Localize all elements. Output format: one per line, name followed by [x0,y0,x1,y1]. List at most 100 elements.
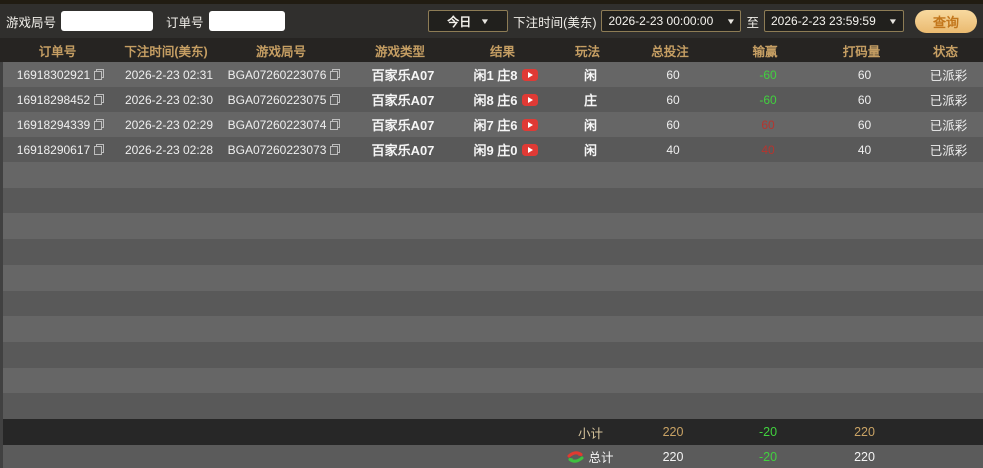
win-loss-cell: 60 [761,117,775,132]
total-label: 总计 [588,451,614,465]
end-time-select[interactable]: 2026-2-23 23:59:59 ▼ [764,10,904,32]
empty-row [3,393,983,420]
bet-time-cell: 2026-2-23 02:30 [124,92,214,107]
table-body: 16918302921 2026-2-23 02:31 BGA07260223076… [0,62,983,468]
result-cell: 闲1 庄8 [458,62,553,87]
copy-icon[interactable] [330,69,341,80]
subtotal-turnover: 220 [854,425,875,439]
subtotal-row: 小计 220 -20 220 [3,419,983,445]
chevron-down-icon: ▼ [480,16,491,26]
win-loss-cell: -60 [759,92,777,107]
result-value: 闲7 庄6 [473,118,518,133]
empty-row [3,367,983,394]
round-no-value: BGA07260223076 [227,67,327,82]
empty-row [3,264,983,291]
order-no-value: 16918294339 [16,117,91,132]
total-bet-cell: 40 [666,142,680,157]
data-rows: 16918302921 2026-2-23 02:31 BGA07260223076… [3,62,983,162]
play-cell: 闲 [583,118,597,133]
col-header-status: 状态 [932,44,958,59]
copy-icon[interactable] [94,119,105,130]
order-no-value: 16918298452 [16,92,91,107]
table-header: 订单号 下注时间(美东) 游戏局号 游戏类型 结果 玩法 总投注 输赢 打码量 … [0,38,983,62]
order-no-cell: 16918302921 [3,62,118,87]
top-edge-strip [0,0,983,4]
col-header-win-loss: 输赢 [752,44,778,59]
bet-time-cell: 2026-2-23 02:29 [124,117,214,132]
table-row: 16918290617 2026-2-23 02:28 BGA07260223073… [3,137,983,162]
query-button[interactable]: 查询 [915,9,977,33]
order-no-input[interactable] [208,11,285,31]
play-cell: 闲 [583,68,597,83]
col-header-bet-time: 下注时间(美东) [124,44,208,59]
turnover-cell: 60 [857,92,872,107]
total-total-bet: 220 [662,449,684,464]
order-no-value: 16918290617 [16,142,91,157]
subtotal-win-loss: -20 [758,425,778,439]
game-round-label: 游戏局号 [6,15,57,30]
copy-icon[interactable] [330,94,341,105]
play-icon[interactable] [521,118,538,131]
copy-icon[interactable] [94,144,105,155]
order-no-value: 16918302921 [16,67,91,82]
empty-row [3,290,983,317]
copy-icon[interactable] [94,69,105,80]
round-no-value: BGA07260223073 [227,142,327,157]
play-icon[interactable] [521,93,538,106]
game-round-input[interactable] [61,11,154,31]
start-time-select[interactable]: 2026-2-23 00:00:00 ▼ [601,10,742,32]
round-no-cell: BGA07260223074 [220,112,348,137]
bet-time-cell: 2026-2-23 02:28 [124,142,214,157]
table-row: 16918302921 2026-2-23 02:31 BGA07260223076… [3,62,983,87]
win-loss-cell: 40 [761,142,775,157]
copy-icon[interactable] [94,94,105,105]
bet-time-label: 下注时间(美东) [513,15,597,30]
status-cell: 已派彩 [929,119,968,133]
order-no-cell: 16918290617 [3,137,118,162]
to-label: 至 [746,15,759,30]
game-type-cell: 百家乐A07 [371,143,435,158]
empty-row [3,239,983,265]
round-no-cell: BGA07260223076 [220,62,348,87]
game-type-cell: 百家乐A07 [371,118,435,133]
total-bet-cell: 60 [666,92,680,107]
play-icon[interactable] [521,68,538,81]
game-type-cell: 百家乐A07 [371,93,435,108]
subtotal-label: 小计 [577,426,603,441]
date-range-select[interactable]: 今日 ▼ [428,10,509,32]
empty-row [3,213,983,240]
col-header-total-bet: 总投注 [651,44,689,59]
date-range-value: 今日 [447,14,472,29]
end-time-value: 2026-2-23 23:59:59 [771,14,876,28]
col-header-order-no: 订单号 [38,44,77,59]
result-value: 闲9 庄0 [473,143,518,158]
start-time-value: 2026-2-23 00:00:00 [608,14,714,28]
win-loss-cell: -60 [759,67,777,82]
total-bet-cell: 60 [666,67,680,82]
play-cell: 闲 [583,143,597,158]
status-cell: 已派彩 [929,94,968,108]
subtotal-total-bet: 220 [662,425,684,439]
round-no-value: BGA07260223075 [227,92,327,107]
empty-rows [3,162,983,420]
result-value: 闲1 庄8 [473,68,518,83]
copy-icon[interactable] [330,119,341,130]
round-no-cell: BGA07260223075 [220,87,348,112]
play-icon[interactable] [521,143,538,156]
col-header-turnover: 打码量 [842,44,881,59]
result-cell: 闲9 庄0 [458,137,553,162]
copy-icon[interactable] [330,144,341,155]
game-type-cell: 百家乐A07 [371,68,435,83]
order-no-cell: 16918298452 [3,87,118,112]
order-no-cell: 16918294339 [3,112,118,137]
bet-time-cell: 2026-2-23 02:31 [124,67,214,82]
total-label-cell: 总计 [553,445,628,468]
empty-row [3,187,983,214]
chevron-down-icon: ▼ [725,16,736,26]
table-row: 16918298452 2026-2-23 02:30 BGA07260223075… [3,87,983,112]
empty-row [3,316,983,342]
result-value: 闲8 庄6 [473,93,518,108]
play-cell: 庄 [583,93,597,108]
table-row: 16918294339 2026-2-23 02:29 BGA07260223074… [3,112,983,137]
